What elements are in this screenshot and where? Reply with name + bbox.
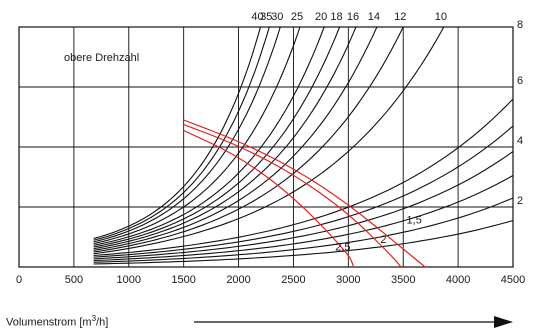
- x-axis-title-suffix: /h]: [96, 316, 109, 329]
- curve-top-label-25: 25: [291, 11, 303, 23]
- curve-unlabeled-10: [93, 98, 514, 257]
- red-curve-2: [183, 123, 402, 268]
- x-tick-label-2000: 2000: [226, 274, 250, 286]
- y-tick-label-2: 2: [517, 195, 523, 207]
- x-tick-label-3000: 3000: [336, 274, 360, 286]
- x-tick-label-4000: 4000: [446, 274, 470, 286]
- curve-unlabeled-13: [93, 175, 514, 262]
- x-tick-label-2500: 2500: [281, 274, 305, 286]
- curve-top-label-12: 12: [394, 11, 406, 23]
- curve-top-label-20: 20: [315, 11, 327, 23]
- curve-unlabeled-12: [93, 151, 514, 260]
- red-curve-2,5: [183, 129, 355, 268]
- annotation-obere-drehzahl: obere Drehzahl: [64, 52, 139, 64]
- curve-20: [93, 26, 325, 246]
- x-tick-label-0: 0: [16, 274, 22, 286]
- x-axis-title-sup: 3: [91, 314, 97, 323]
- curve-25: [93, 26, 301, 245]
- y-tick-label-4: 4: [517, 135, 523, 147]
- red-curve-1,5: [183, 119, 426, 268]
- x-tick-label-500: 500: [65, 274, 83, 286]
- curve-18: [93, 26, 341, 248]
- curve-top-label-40: 40: [251, 11, 263, 23]
- curve-unlabeled-14: [93, 197, 514, 263]
- x-tick-label-1500: 1500: [171, 274, 195, 286]
- curve-top-label-35: 35: [260, 11, 272, 23]
- curve-top-label-16: 16: [347, 11, 359, 23]
- curve-10: [93, 26, 445, 255]
- curve-unlabeled-15: [93, 219, 514, 265]
- x-axis-title: Volumenstrom [m3/h]: [6, 314, 108, 329]
- x-tick-label-3500: 3500: [391, 274, 415, 286]
- x-tick-label-1000: 1000: [117, 274, 141, 286]
- curve-top-label-18: 18: [330, 11, 342, 23]
- y-tick-label-8: 8: [517, 19, 523, 31]
- red-curve-label-2,5: 2,5: [335, 242, 350, 254]
- curve-unlabeled-11: [93, 125, 514, 258]
- red-curve-label-2: 2: [380, 234, 386, 246]
- y-tick-label-6: 6: [517, 75, 523, 87]
- curve-12: [93, 26, 404, 253]
- x-axis-arrowhead: [494, 316, 513, 328]
- x-axis-title-prefix: Volumenstrom [m: [6, 316, 92, 329]
- curve-16: [93, 26, 357, 250]
- curve-top-label-10: 10: [435, 11, 447, 23]
- curve-top-label-30: 30: [271, 11, 283, 23]
- red-curve-label-1,5: 1,5: [407, 215, 422, 227]
- x-tick-label-4500: 4500: [501, 274, 525, 286]
- curve-35: [93, 26, 270, 241]
- curve-top-label-14: 14: [368, 11, 380, 23]
- curve-30: [93, 26, 281, 243]
- curve-40: [93, 26, 262, 240]
- curve-14: [93, 26, 378, 251]
